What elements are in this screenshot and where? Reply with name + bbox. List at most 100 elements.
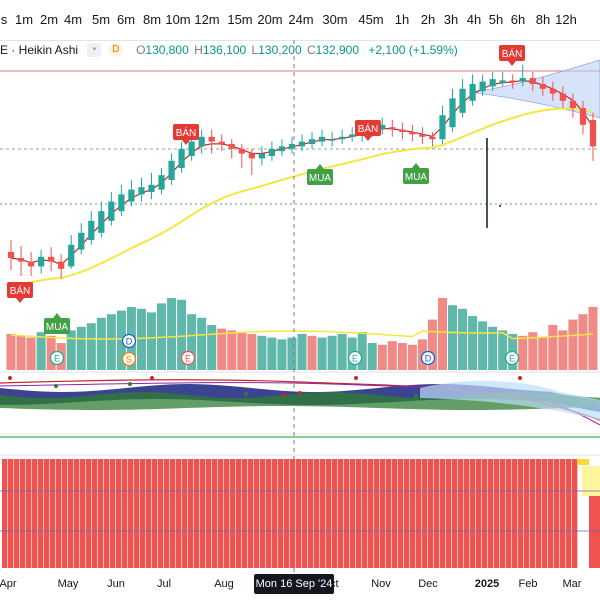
candle-body xyxy=(268,148,276,156)
timeframe-15[interactable]: 2h xyxy=(420,12,436,27)
timeframe-9[interactable]: 15m xyxy=(227,12,253,27)
timeframe-4[interactable]: 5m xyxy=(91,12,111,27)
volume-bar xyxy=(257,335,267,370)
timeframe-17[interactable]: 4h xyxy=(466,12,482,27)
timeframe-18[interactable]: 5h xyxy=(488,12,504,27)
signal-label: BÁN xyxy=(358,122,379,135)
timeframe-1[interactable]: 1m xyxy=(14,12,34,27)
histogram-bar xyxy=(446,459,452,568)
red-ma-line xyxy=(10,79,594,266)
histogram-bar xyxy=(20,459,26,568)
volume-bar xyxy=(26,337,36,370)
high-value: 136,100 xyxy=(202,42,247,57)
candle-body xyxy=(128,189,135,202)
volume-bar xyxy=(458,308,468,370)
histogram-bar xyxy=(218,459,224,568)
histogram-bar xyxy=(134,459,140,568)
event-marker-label: E xyxy=(352,354,358,364)
timeframe-16[interactable]: 3h xyxy=(443,12,459,27)
volume-bar xyxy=(558,330,568,370)
histogram-bar xyxy=(302,459,308,568)
signal-badge-sell xyxy=(7,282,33,298)
histogram-red-block xyxy=(589,496,600,568)
volume-bar xyxy=(528,332,538,370)
signal-badge-buy xyxy=(44,318,70,334)
candle-body xyxy=(328,139,336,141)
histogram-bar xyxy=(62,459,68,568)
candle-body xyxy=(258,153,265,159)
candle-body xyxy=(449,98,456,128)
timeframe-14[interactable]: 1h xyxy=(394,12,410,27)
timeframe-12[interactable]: 30m xyxy=(322,12,348,27)
histogram-bar xyxy=(110,459,116,568)
timeframe-6[interactable]: 8m xyxy=(142,12,162,27)
timeframe-20[interactable]: 8h xyxy=(535,12,551,27)
candle-body xyxy=(58,261,65,269)
timeframe-8[interactable]: 12m xyxy=(194,12,220,27)
candle-body xyxy=(148,184,155,192)
histogram-bar xyxy=(392,459,398,568)
volume-bar xyxy=(578,314,588,370)
timeframe-21[interactable]: 12h xyxy=(555,12,577,27)
volume-bar xyxy=(568,319,578,370)
histogram-bar xyxy=(44,459,50,568)
time-axis-label-10: Feb xyxy=(518,578,538,590)
event-marker-label: D xyxy=(425,354,432,364)
timeframe-10[interactable]: 20m xyxy=(257,12,283,27)
low-label: L xyxy=(251,42,259,57)
candle-body xyxy=(108,201,115,221)
signal-label: BÁN xyxy=(502,47,523,60)
candle-body xyxy=(7,252,15,258)
signal-badge-sell xyxy=(355,120,381,136)
timeframe-5[interactable]: 6m xyxy=(116,12,136,27)
candle-body xyxy=(308,139,316,144)
candle-body xyxy=(138,187,145,195)
timeframe-19[interactable]: 6h xyxy=(510,12,526,27)
visibility-dot-icon[interactable]: • xyxy=(87,42,102,57)
candle-body xyxy=(489,79,496,87)
event-marker-label: E xyxy=(509,354,515,364)
histogram-bar xyxy=(332,459,338,568)
candle-body xyxy=(519,78,526,82)
histogram-bar xyxy=(86,459,92,568)
histogram-bar xyxy=(290,459,296,568)
histogram-bar xyxy=(356,459,362,568)
volume-bar xyxy=(277,339,287,370)
volume-bar xyxy=(407,344,417,370)
signal-pointer xyxy=(182,140,190,145)
histogram-bar xyxy=(512,459,518,568)
volume-bar xyxy=(327,335,337,370)
histogram-bar xyxy=(566,459,572,568)
histogram-bar xyxy=(26,459,32,568)
time-axis-label-1: May xyxy=(57,578,79,590)
candle-body xyxy=(349,134,356,137)
symbol-label[interactable]: E · Heikin Ashi xyxy=(0,42,79,57)
oscillator-dot xyxy=(150,376,154,380)
time-axis-label-7: Nov xyxy=(371,578,391,590)
histogram-bar xyxy=(488,459,494,568)
timeframe-2[interactable]: 2m xyxy=(39,12,59,27)
timeframe-7[interactable]: 10m xyxy=(165,12,191,27)
histogram-bar xyxy=(14,459,20,568)
timeframe-13[interactable]: 45m xyxy=(358,12,384,27)
histogram-bar xyxy=(530,459,536,568)
oscillator-green-band xyxy=(0,392,600,410)
histogram-bar xyxy=(224,459,230,568)
histogram-bar xyxy=(32,459,38,568)
histogram-bar xyxy=(74,459,80,568)
candle-body xyxy=(168,160,175,180)
histogram-bar xyxy=(326,459,332,568)
volume-bar xyxy=(498,330,508,370)
histogram-bar xyxy=(470,459,476,568)
volume-bar xyxy=(146,312,157,370)
timeframe-3[interactable]: 4m xyxy=(63,12,83,27)
volume-bar xyxy=(588,307,598,370)
histogram-bar xyxy=(188,459,194,568)
histogram-bar xyxy=(38,459,44,568)
histogram-bar xyxy=(80,459,86,568)
dividend-badge[interactable]: D xyxy=(108,42,123,57)
timeframe-0[interactable]: s xyxy=(0,12,8,27)
volume-bar xyxy=(387,341,397,370)
timeframe-11[interactable]: 24m xyxy=(288,12,314,27)
